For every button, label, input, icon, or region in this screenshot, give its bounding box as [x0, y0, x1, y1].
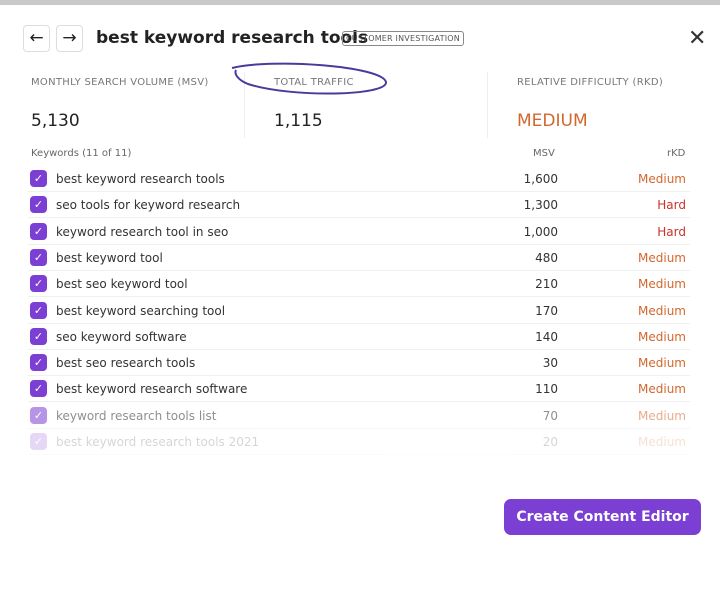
msv-cell: 1,600 [523, 172, 558, 186]
close-icon[interactable]: ✕ [688, 26, 707, 51]
msv-label: MONTHLY SEARCH VOLUME (MSV) [31, 77, 209, 88]
msv-cell: 170 [535, 303, 558, 318]
divider [487, 72, 488, 138]
checkbox[interactable]: ✓ [30, 301, 47, 319]
table-row[interactable]: ✓ best keyword research tools 2021 20 Me… [28, 429, 690, 455]
page-title: best keyword research tools [96, 28, 369, 48]
msv-cell: 210 [535, 277, 558, 292]
keyword-cell: best keyword searching tool [56, 303, 226, 318]
keyword-cell: seo keyword software [56, 329, 187, 344]
keyword-cell: seo tools for keyword research [56, 198, 241, 213]
rkd-cell: Medium [638, 172, 686, 186]
back-button[interactable]: ← [23, 25, 50, 52]
keyword-cell: best keyword research software [56, 382, 248, 397]
rkd-label: RELATIVE DIFFICULTY (RKD) [517, 77, 664, 88]
table-row[interactable]: ✓ best seo research tools 30 Medium [28, 350, 690, 377]
rkd-cell: Medium [638, 303, 686, 318]
keyword-cell: best keyword tool [56, 250, 163, 265]
rkd-cell: Medium [638, 329, 686, 344]
msv-header: MSV [533, 148, 555, 159]
checkbox[interactable]: ✓ [30, 354, 47, 372]
checkbox[interactable]: ✓ [30, 248, 47, 266]
keyword-cell: keyword research tool in seo [56, 224, 229, 239]
checkbox[interactable]: ✓ [30, 433, 47, 450]
msv-cell: 1,000 [523, 224, 558, 239]
table-row[interactable]: ✓ best keyword searching tool 170 Medium [28, 298, 690, 324]
rkd-cell: Medium [638, 408, 686, 423]
table-row[interactable]: ✓ best keyword research tools 1,600 Medi… [28, 166, 690, 192]
msv-cell: 30 [542, 356, 558, 371]
keywords-header: Keywords (11 of 11) [31, 148, 132, 159]
checkbox[interactable]: ✓ [30, 327, 47, 345]
table-row[interactable]: ✓ seo keyword software 140 Medium [28, 324, 690, 350]
traffic-label: TOTAL TRAFFIC [274, 77, 354, 88]
msv-cell: 70 [542, 408, 558, 423]
rkd-cell: Medium [638, 356, 686, 371]
keyword-cell: best seo research tools [56, 356, 196, 371]
msv-cell: 480 [535, 250, 558, 265]
keyword-cell: best keyword research tools 2021 [56, 435, 260, 449]
rkd-cell: Medium [638, 250, 686, 265]
annotation-circle [231, 62, 387, 95]
table-row[interactable]: ✓ keyword research tools list 70 Medium [28, 403, 690, 429]
keyword-cell: best seo keyword tool [56, 277, 188, 292]
checkbox[interactable]: ✓ [30, 222, 47, 240]
table-row[interactable]: ✓ keyword research tool in seo 1,000 Har… [28, 219, 690, 245]
table-row[interactable]: ✓ best seo keyword tool 210 Medium [28, 271, 690, 298]
divider [244, 72, 245, 138]
checkbox[interactable]: ✓ [30, 406, 47, 424]
msv-value: 5,130 [31, 111, 80, 131]
rkd-cell: Medium [638, 435, 686, 449]
msv-cell: 110 [535, 382, 558, 397]
traffic-value: 1,115 [274, 111, 323, 131]
top-border [0, 0, 720, 5]
keyword-cell: best keyword research tools [56, 172, 225, 186]
forward-button[interactable]: → [56, 25, 83, 52]
msv-cell: 20 [542, 435, 558, 449]
table-row[interactable]: ✓ best keyword research software 110 Med… [28, 376, 690, 403]
checkbox[interactable]: ✓ [30, 170, 47, 187]
checkbox[interactable]: ✓ [30, 275, 47, 293]
rkd-cell: Hard [657, 198, 686, 213]
rkd-value: MEDIUM [517, 111, 588, 131]
checkbox[interactable]: ✓ [30, 380, 47, 398]
rkd-cell: Medium [638, 277, 686, 292]
create-content-editor-button[interactable]: Create Content Editor [504, 499, 701, 535]
intent-badge: CUSTOMER INVESTIGATION [342, 31, 464, 46]
msv-cell: 1,300 [523, 198, 558, 213]
msv-cell: 140 [535, 329, 558, 344]
table-row[interactable]: ✓ best keyword tool 480 Medium [28, 245, 690, 271]
rkd-cell: Hard [657, 224, 686, 239]
rkd-cell: Medium [638, 382, 686, 397]
table-row[interactable]: ✓ seo tools for keyword research 1,300 H… [28, 192, 690, 219]
checkbox[interactable]: ✓ [30, 196, 47, 214]
keyword-cell: keyword research tools list [56, 408, 217, 423]
rkd-header: rKD [667, 148, 686, 159]
